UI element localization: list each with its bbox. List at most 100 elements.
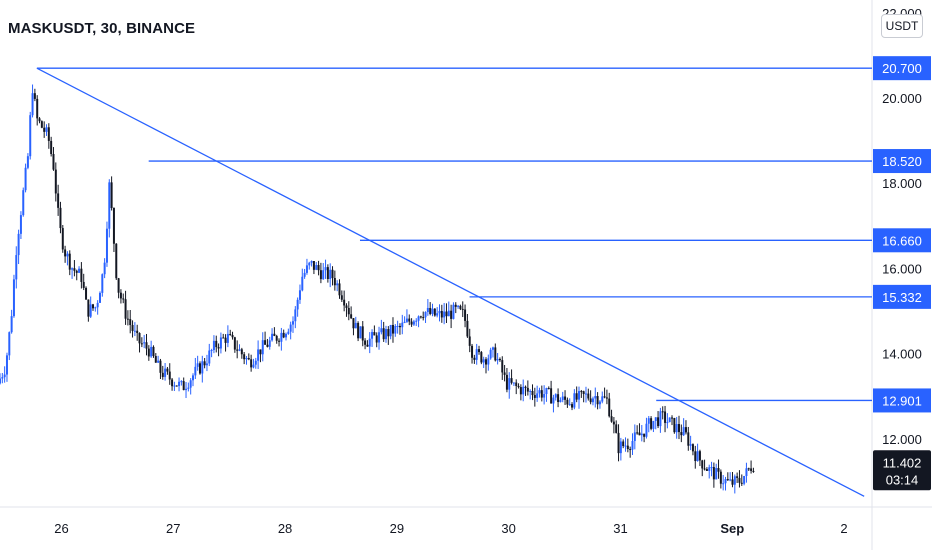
candle-body [75, 270, 78, 273]
level-price-label: 12.901 [882, 393, 922, 408]
level-price-badge [873, 388, 931, 413]
candle-body [601, 396, 604, 402]
candle-body [185, 388, 188, 391]
candle-body [222, 337, 225, 339]
candle-body [94, 307, 97, 309]
trendline[interactable] [36, 67, 865, 497]
candle-body [652, 420, 655, 429]
candle-body [654, 417, 657, 421]
candle-body [466, 320, 469, 337]
candle-body [729, 479, 732, 481]
candle-body [671, 417, 674, 419]
candle-body [682, 427, 685, 436]
time-tick-label: 30 [501, 521, 515, 536]
candle-body [550, 388, 553, 404]
drawings-layer[interactable] [36, 67, 872, 497]
candle-body [289, 324, 292, 332]
candle-body [43, 127, 46, 132]
candle-body [529, 390, 532, 392]
candle-body [538, 390, 541, 394]
candle-body [226, 333, 229, 343]
candle-body [375, 335, 378, 343]
candle-body [519, 387, 522, 395]
candle-body [403, 321, 406, 323]
level-price-badge [873, 56, 931, 81]
candle-body [752, 470, 755, 472]
candle-body [71, 268, 74, 270]
candle-body [498, 359, 501, 361]
candle-body [491, 347, 494, 350]
candle-body [605, 397, 608, 399]
candle-body [540, 390, 543, 398]
candle-body [64, 249, 67, 257]
candle-body [112, 208, 115, 244]
level-price-label: 15.332 [882, 290, 922, 305]
candle-body [166, 368, 169, 372]
candle-body [12, 279, 15, 317]
candle-body [594, 396, 597, 399]
candle-body [47, 127, 50, 141]
candle-body [340, 295, 343, 300]
candle-body [554, 394, 557, 398]
candle-body [633, 432, 636, 442]
candle-body [382, 328, 385, 340]
candle-body [680, 432, 683, 436]
candle-body [250, 359, 253, 368]
candle-body [645, 423, 648, 437]
candle-body [80, 268, 83, 282]
candle-body [417, 316, 420, 321]
level-price-label: 18.520 [882, 154, 922, 169]
candle-body [294, 309, 297, 322]
candle-body [364, 340, 367, 345]
price-tick-label: 14.000 [882, 347, 922, 362]
candle-body [178, 381, 181, 387]
candle-body [205, 363, 208, 366]
candle-body [457, 305, 460, 307]
candle-body [622, 441, 625, 447]
candle-body [175, 385, 178, 387]
candles-layer [0, 84, 755, 494]
candle-body [543, 394, 546, 398]
candle-body [422, 317, 425, 319]
candle-body [464, 309, 467, 321]
candle-body [147, 348, 150, 357]
candle-body [36, 98, 39, 119]
candle-body [750, 468, 753, 471]
time-tick-label: 26 [54, 521, 68, 536]
candle-body [440, 310, 443, 318]
price-tick-label: 18.000 [882, 176, 922, 191]
candle-body [733, 476, 736, 485]
candle-body [296, 299, 299, 310]
price-tick-label: 20.000 [882, 91, 922, 106]
candle-body [98, 292, 101, 303]
candle-body [515, 382, 518, 387]
candle-body [168, 371, 171, 380]
candle-body [596, 396, 599, 405]
level-price-badge [873, 284, 931, 309]
candle-body [68, 253, 71, 270]
candle-body [319, 270, 322, 280]
candle-body [726, 479, 729, 481]
candle-body [266, 344, 269, 347]
candle-body [740, 482, 743, 484]
candle-body [8, 332, 11, 356]
candle-body [129, 319, 132, 325]
candle-body [415, 320, 418, 322]
candle-body [54, 169, 57, 194]
candle-body [398, 325, 401, 328]
candle-body [385, 329, 388, 340]
candle-body [638, 432, 641, 436]
candle-body [731, 479, 734, 485]
candle-body [171, 379, 174, 387]
candle-body [447, 310, 450, 317]
candle-body [57, 193, 60, 208]
candle-body [315, 265, 318, 270]
candle-body [308, 262, 311, 266]
candle-body [433, 308, 436, 316]
candle-body [110, 182, 113, 209]
candle-body [612, 421, 615, 425]
price-unit-button[interactable]: USDT [881, 14, 923, 38]
candle-body [557, 394, 560, 403]
candle-body [282, 332, 285, 338]
